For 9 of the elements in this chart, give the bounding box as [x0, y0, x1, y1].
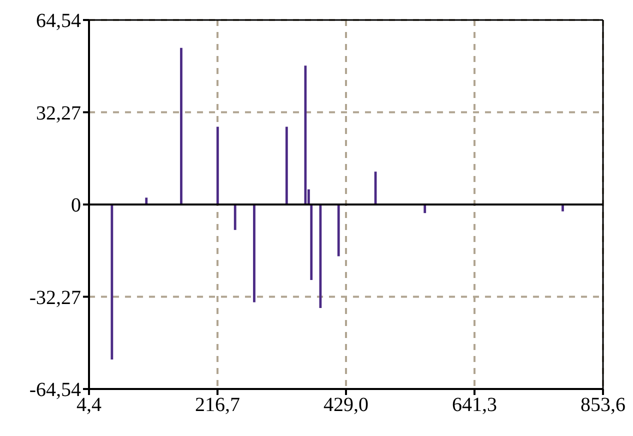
y-tick-label: 64,54 [36, 10, 81, 32]
y-tick-label: -32,27 [29, 286, 81, 309]
x-tick-label: 216,7 [195, 394, 240, 416]
x-tick-label: 429,0 [324, 394, 368, 416]
y-tick-label: 0 [71, 194, 81, 217]
x-tick-label: 641,3 [452, 394, 497, 416]
x-tick-label: 853,6 [580, 394, 626, 416]
y-tick-label: 32,27 [36, 102, 81, 124]
y-tick-label: -64,54 [29, 379, 81, 402]
